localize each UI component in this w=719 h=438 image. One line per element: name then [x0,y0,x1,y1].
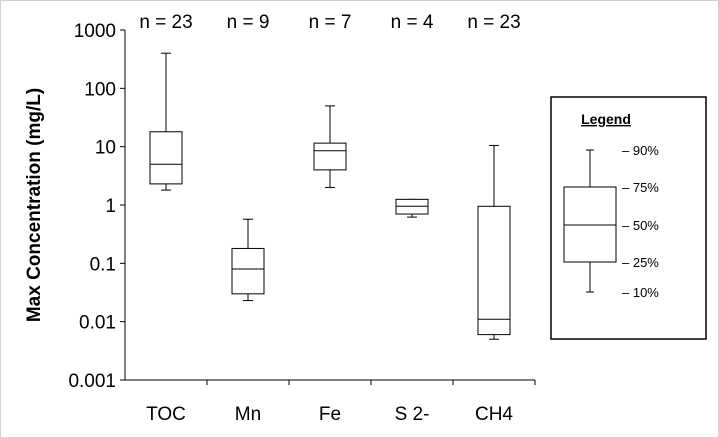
y-tick-label: 1 [105,196,116,217]
sample-size-label: n = 23 [467,12,520,33]
sample-size-label: n = 4 [391,12,434,33]
legend: Legend – 90% – 75% – 50% – 25% – 10% [550,96,707,340]
y-tick-label: 0.001 [68,371,116,392]
box-iqr [477,205,511,336]
sample-size-label: n = 9 [227,12,270,33]
box-iqr [149,131,183,185]
x-tick-label: Mn [235,404,261,425]
y-tick-label: 100 [84,79,116,100]
legend-label-p90: – 90% [622,143,659,158]
legend-label-p75: – 75% [622,180,659,195]
y-tick-label: 0.1 [90,254,116,275]
legend-label-p10: – 10% [622,285,659,300]
x-tick-label: CH4 [475,404,513,425]
box-iqr [313,142,347,171]
sample-size-label: n = 7 [309,12,352,33]
legend-title: Legend [581,111,631,127]
x-tick-label: S 2- [395,404,430,425]
box-fe [313,105,347,188]
x-tick-label: Fe [319,404,341,425]
box-toc [149,52,183,191]
box-iqr [231,247,265,295]
legend-label-p25: – 25% [622,255,659,270]
y-tick-label: 0.01 [79,313,116,334]
y-axis-label: Max Concentration (mg/L) [24,88,45,322]
x-tick-label: TOC [146,404,186,425]
plot-area: 0.001 0.01 0.1 1 10 100 1000 TOC n = 23 Mn n = 9 Fe… [68,12,536,425]
legend-label-p50: – 50% [622,218,659,233]
box-ch4 [477,144,511,340]
box-s2- [395,198,429,218]
y-tick-label: 10 [95,138,116,159]
y-tick-label: 1000 [74,21,116,42]
box-mn [231,218,265,302]
sample-size-label: n = 23 [139,12,192,33]
